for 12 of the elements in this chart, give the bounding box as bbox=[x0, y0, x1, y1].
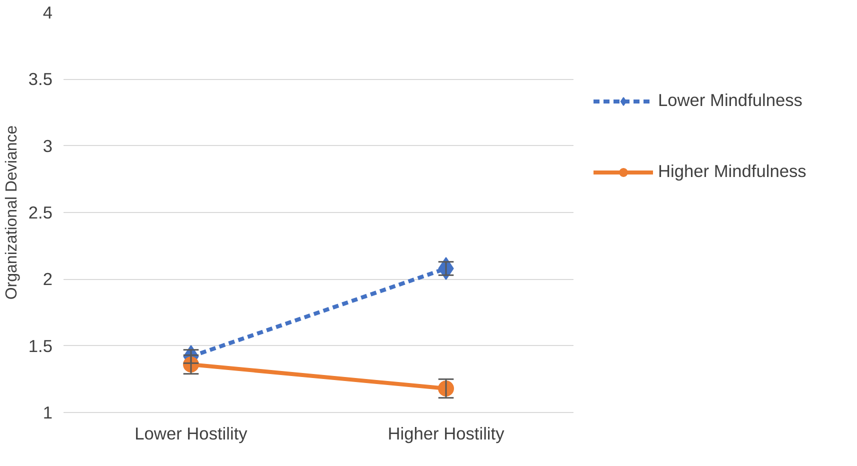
x-tick-label: Higher Hostility bbox=[388, 424, 505, 444]
y-tick-label: 3 bbox=[42, 136, 53, 156]
y-tick-label: 2.5 bbox=[28, 202, 53, 222]
y-tick-label: 1.5 bbox=[28, 336, 53, 356]
x-tick-label: Lower Hostility bbox=[134, 424, 248, 444]
y-axis-title: Organizational Deviance bbox=[3, 125, 20, 300]
legend-label: Higher Mindfulness bbox=[658, 161, 806, 182]
y-tick-label: 2 bbox=[42, 269, 53, 290]
legend-label: Lower Mindfulness bbox=[658, 90, 802, 111]
y-tick-label: 3.5 bbox=[28, 69, 53, 90]
y-tick-label: 4 bbox=[42, 2, 53, 22]
y-tick-label: 1 bbox=[42, 402, 53, 422]
